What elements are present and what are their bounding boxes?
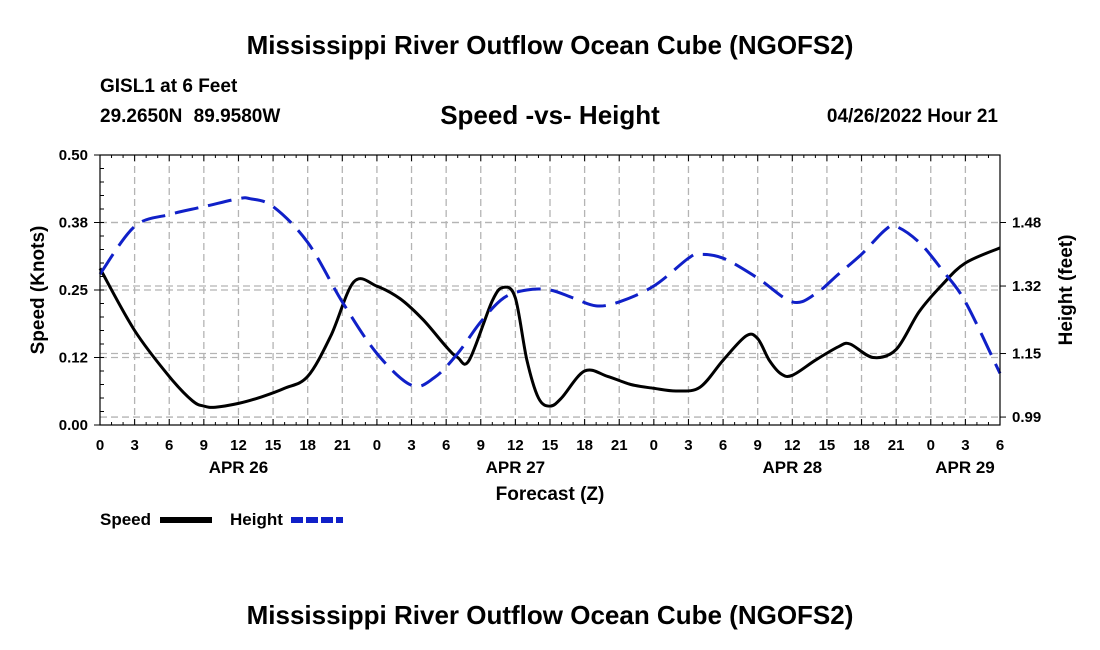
axes: 0 3 6 9 12 15 18 21 0 3 6 9 12 15 18 21 0 3 6 9 12 15 18 21 0 3 6A… — [59, 147, 1041, 477]
date-label: APR 27 — [486, 458, 546, 477]
y-tick-label: 0.00 — [59, 417, 88, 434]
x-tick-label: 0 — [373, 437, 381, 454]
x-tick-label: 0 — [650, 437, 658, 454]
footer-title: Mississippi River Outflow Ocean Cube (NG… — [246, 600, 854, 630]
x-tick-label: 15 — [265, 437, 282, 454]
x-tick-label: 9 — [477, 437, 485, 454]
speed-series-line — [98, 246, 1001, 409]
y-tick-label: 0.25 — [59, 282, 88, 299]
x-tick-label: 18 — [853, 437, 870, 454]
x-tick-label: 18 — [299, 437, 316, 454]
y2-tick-label: 0.99 — [1012, 409, 1041, 426]
x-tick-label: 6 — [165, 437, 173, 454]
x-tick-label: 6 — [996, 437, 1004, 454]
x-tick-label: 12 — [507, 437, 524, 454]
x-tick-label: 0 — [96, 437, 104, 454]
x-tick-label: 3 — [407, 437, 415, 454]
legend-height-label: Height — [230, 510, 283, 529]
height-series-line — [98, 196, 1002, 388]
x-tick-label: 21 — [334, 437, 351, 454]
grid-lines — [100, 155, 1000, 425]
date-label: APR 26 — [209, 458, 269, 477]
chart-subtitle: Speed -vs- Height — [440, 100, 660, 130]
x-tick-label: 3 — [961, 437, 969, 454]
y2-tick-label: 1.15 — [1012, 346, 1041, 363]
y-tick-label: 0.12 — [59, 350, 88, 367]
x-tick-label: 18 — [576, 437, 593, 454]
x-tick-label: 12 — [230, 437, 247, 454]
x-tick-label: 0 — [927, 437, 935, 454]
x-tick-label: 12 — [784, 437, 801, 454]
x-tick-label: 21 — [611, 437, 628, 454]
x-tick-label: 21 — [888, 437, 905, 454]
x-tick-label: 3 — [130, 437, 138, 454]
x-tick-label: 15 — [542, 437, 559, 454]
station-label: GISL1 at 6 Feet — [100, 76, 238, 97]
y2-axis-label: Height (feet) — [1056, 235, 1077, 346]
y-axis-label: Speed (Knots) — [28, 226, 49, 355]
x-tick-label: 9 — [200, 437, 208, 454]
y-tick-label: 0.38 — [59, 215, 88, 232]
x-tick-label: 15 — [819, 437, 836, 454]
date-label: APR 29 — [935, 458, 995, 477]
y-tick-label: 0.50 — [59, 147, 88, 164]
chart-title: Mississippi River Outflow Ocean Cube (NG… — [246, 30, 854, 60]
series-lines — [98, 196, 1002, 409]
legend-speed-label: Speed — [100, 510, 151, 529]
y2-tick-label: 1.32 — [1012, 278, 1041, 295]
y2-tick-label: 1.48 — [1012, 215, 1041, 232]
x-tick-label: 6 — [719, 437, 727, 454]
station-coordinates: 29.2650N 89.9580W — [100, 106, 281, 127]
x-tick-label: 3 — [684, 437, 692, 454]
legend: Speed Height — [100, 510, 343, 529]
date-label: APR 28 — [763, 458, 823, 477]
x-tick-label: 9 — [754, 437, 762, 454]
x-tick-label: 6 — [442, 437, 450, 454]
x-axis-label: Forecast (Z) — [496, 484, 605, 505]
forecast-datetime: 04/26/2022 Hour 21 — [826, 106, 998, 127]
